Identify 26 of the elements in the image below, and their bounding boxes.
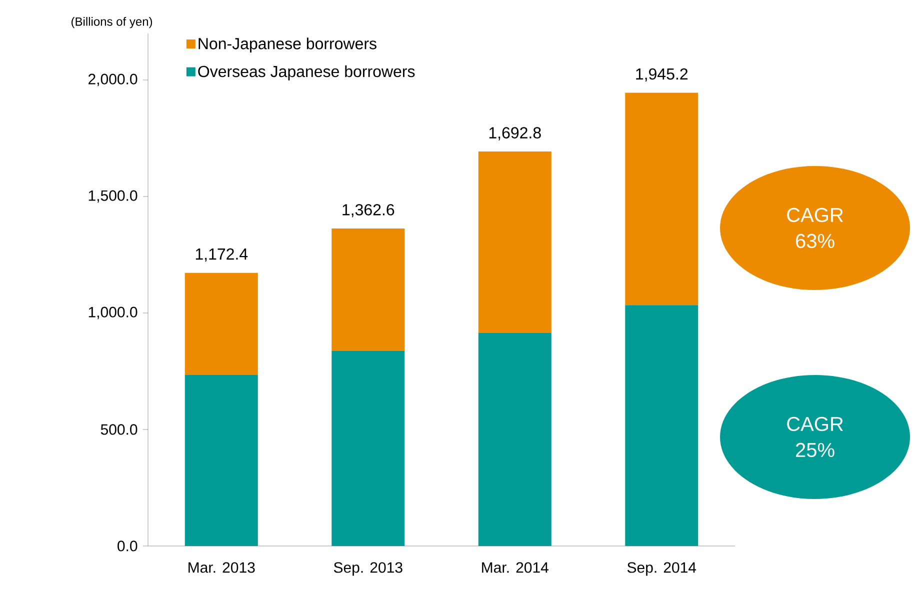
total-label: 1,362.6 xyxy=(342,204,394,218)
bar xyxy=(184,374,258,546)
y-tick-label: 0.0 xyxy=(118,540,138,552)
total-label: 1,945.2 xyxy=(636,68,688,82)
y-tick-label: 2,000.0 xyxy=(88,74,138,86)
y-tick-label: 1,500.0 xyxy=(88,190,138,203)
total-label: 1,172.4 xyxy=(196,248,248,262)
legend-label: Overseas Japanese borrowers xyxy=(198,65,415,80)
bar xyxy=(625,92,698,306)
bar xyxy=(332,350,405,546)
x-tick-label: Sep. 2013 xyxy=(334,562,402,576)
legend-label: Non-Japanese borrowers xyxy=(198,38,376,52)
x-tick-label: Mar. 2013 xyxy=(188,562,255,573)
text: CAGR 25% xyxy=(787,416,843,458)
x-tick-label: Sep. 2014 xyxy=(627,562,696,576)
bar xyxy=(184,272,258,375)
text: CAGR 63% xyxy=(787,208,843,248)
bar xyxy=(478,333,552,546)
total-label: 1,692.8 xyxy=(489,127,541,140)
x-tick-label: Mar. 2014 xyxy=(482,562,548,573)
y-axis-title: (Billions of yen) xyxy=(72,16,152,28)
bar xyxy=(478,152,552,334)
y-tick-label: 500.0 xyxy=(100,424,138,435)
bar xyxy=(625,305,698,546)
y-tick-label: 1,000.0 xyxy=(88,306,138,320)
bar xyxy=(332,228,405,351)
